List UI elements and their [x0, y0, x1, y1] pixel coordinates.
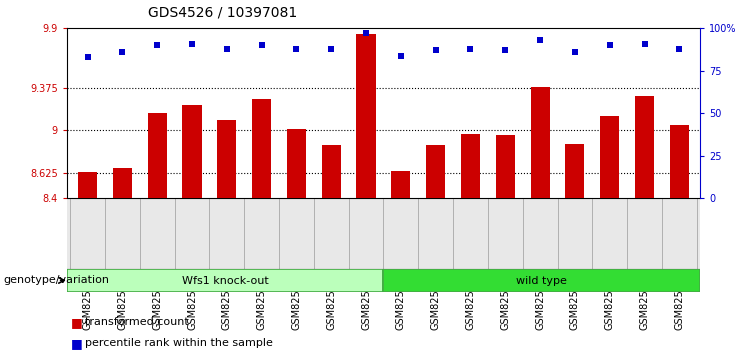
Point — [325, 46, 337, 52]
Bar — [635, 96, 654, 198]
Point — [290, 46, 302, 52]
Point — [116, 49, 128, 55]
Bar — [600, 115, 619, 198]
Bar — [147, 113, 167, 198]
Text: genotype/variation: genotype/variation — [4, 275, 110, 285]
Point — [674, 46, 685, 52]
Point — [256, 42, 268, 48]
Bar — [113, 168, 132, 198]
Point — [499, 47, 511, 53]
Point — [82, 55, 93, 60]
Text: transformed count: transformed count — [85, 317, 189, 327]
Point — [534, 38, 546, 43]
Bar — [496, 135, 515, 198]
Bar — [78, 172, 97, 198]
Text: Wfs1 knock-out: Wfs1 knock-out — [182, 275, 268, 286]
Point — [569, 49, 581, 55]
Point — [465, 46, 476, 52]
Point — [186, 41, 198, 46]
Point — [604, 42, 616, 48]
Bar — [67, 269, 384, 292]
Point — [221, 46, 233, 52]
Bar — [426, 145, 445, 198]
Bar — [182, 105, 202, 198]
Bar — [531, 87, 550, 198]
Bar — [384, 269, 700, 292]
Bar — [461, 134, 480, 198]
Bar — [565, 144, 585, 198]
Point — [395, 53, 407, 58]
Text: GDS4526 / 10397081: GDS4526 / 10397081 — [147, 5, 297, 19]
Point — [430, 47, 442, 53]
Bar — [217, 120, 236, 198]
Text: ■: ■ — [70, 316, 82, 329]
Point — [639, 41, 651, 46]
Bar — [287, 129, 306, 198]
Text: wild type: wild type — [516, 275, 568, 286]
Bar — [670, 125, 689, 198]
Bar — [391, 171, 411, 198]
Bar — [322, 145, 341, 198]
Bar — [356, 34, 376, 198]
Point — [151, 42, 163, 48]
Text: percentile rank within the sample: percentile rank within the sample — [85, 338, 273, 348]
Text: ■: ■ — [70, 337, 82, 350]
Bar — [252, 98, 271, 198]
Point — [360, 30, 372, 36]
